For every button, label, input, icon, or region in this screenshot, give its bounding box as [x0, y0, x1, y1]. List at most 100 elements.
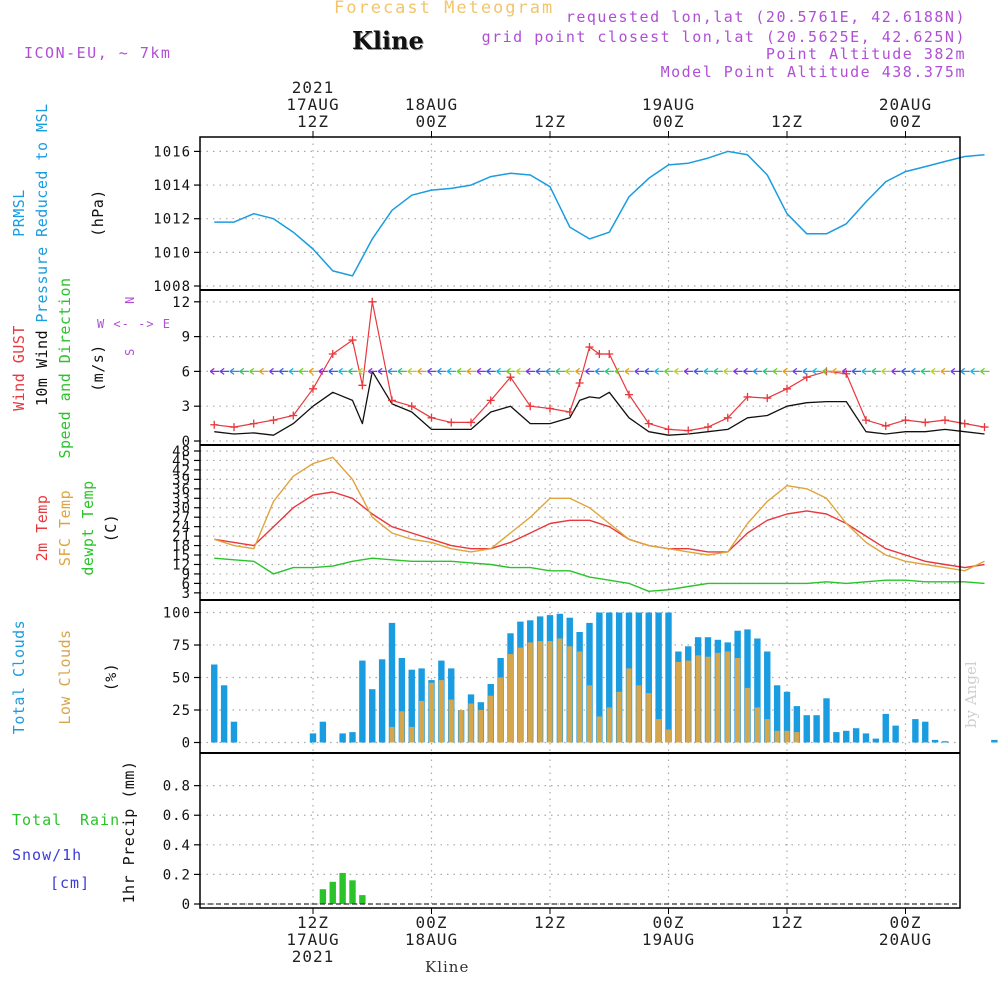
- low-clouds-bar: [577, 651, 583, 743]
- y-tick-label: 9: [182, 567, 191, 583]
- wind-direction-arrow: [575, 367, 585, 375]
- rain-bar: [319, 889, 327, 904]
- total-clouds-bar: [882, 713, 889, 743]
- wind-direction-arrow: [357, 367, 368, 375]
- time-label-top: 20AUG: [879, 95, 932, 114]
- low-clouds-bar: [448, 699, 454, 743]
- wind-direction-arrow: [960, 367, 970, 375]
- wind-direction-arrow: [654, 367, 664, 375]
- time-label-top: 00Z: [416, 112, 448, 131]
- pressure-label-msl: Pressure Reduced to MSL: [33, 103, 51, 322]
- low-clouds-bar: [527, 642, 533, 743]
- wind-direction-arrow: [466, 367, 476, 375]
- rain-bar: [329, 881, 336, 904]
- wind-direction-arrow: [278, 367, 289, 375]
- time-label-top: 00Z: [653, 112, 685, 131]
- y-tick-label: 0: [182, 736, 191, 752]
- total-clouds-bar: [941, 741, 949, 743]
- low-clouds-bar: [557, 638, 563, 743]
- low-clouds-bar: [715, 652, 721, 743]
- wind-direction-arrow: [535, 367, 546, 375]
- y-tick-label: 39: [172, 472, 191, 488]
- time-label-bottom: 00Z: [890, 913, 922, 932]
- wind-direction-arrow: [762, 367, 773, 375]
- wind-direction-arrow: [733, 367, 743, 375]
- gust-marker: [704, 423, 712, 432]
- gust-marker: [526, 402, 535, 411]
- wind-direction-arrow: [456, 367, 467, 375]
- temp-line-0: [214, 491, 985, 569]
- low-clouds-bar: [656, 719, 662, 743]
- gust-marker: [249, 419, 258, 428]
- wind-direction-arrow: [367, 367, 378, 375]
- wind-direction-arrow: [644, 367, 654, 375]
- total-clouds-bar: [339, 733, 346, 743]
- wind-direction-arrow: [752, 367, 763, 375]
- low-clouds-bar: [764, 719, 770, 743]
- gust-marker: [664, 425, 673, 434]
- gust-marker: [625, 390, 633, 399]
- time-label-top: 19AUG: [642, 95, 695, 114]
- wind-direction-arrow: [970, 367, 980, 375]
- y-tick-label: 50: [172, 671, 191, 687]
- total-clouds-bar: [615, 612, 623, 743]
- total-clouds-bar: [872, 738, 880, 743]
- total-clouds-bar: [635, 612, 643, 743]
- y-tick-label: 25: [172, 703, 191, 719]
- gust-marker: [388, 396, 396, 405]
- wind-direction-arrow: [950, 367, 960, 375]
- y-tick-label: 45: [172, 453, 191, 469]
- gust-marker: [575, 379, 584, 387]
- low-clouds-bar: [665, 729, 672, 743]
- total-clouds-bar: [991, 739, 998, 743]
- low-clouds-bar: [596, 716, 602, 743]
- wind-direction-arrow: [871, 367, 881, 375]
- temp-line-1: [214, 456, 985, 572]
- total-clouds-bar: [862, 733, 870, 743]
- wind-direction-arrow: [604, 367, 615, 375]
- gust-marker: [763, 394, 772, 403]
- gust-marker: [427, 413, 436, 422]
- gust-marker: [269, 416, 278, 425]
- total-clouds-bar: [220, 685, 228, 743]
- low-clouds-bar: [675, 661, 681, 743]
- gust-marker: [309, 384, 317, 393]
- wind-direction-arrow: [891, 367, 901, 375]
- gust-marker: [358, 381, 367, 390]
- low-clouds-bar: [389, 726, 395, 743]
- low-clouds-bar: [498, 677, 504, 743]
- gust-marker: [862, 416, 870, 425]
- low-clouds-bar: [409, 726, 415, 743]
- pressure-label-prmsl: PRMSL: [10, 189, 28, 237]
- wind-direction-arrow: [713, 367, 723, 375]
- wind-direction-arrow: [851, 367, 862, 375]
- wind-direction-arrow: [861, 367, 871, 375]
- y-tick-label: 12: [172, 557, 191, 573]
- wind-direction-arrow: [693, 367, 704, 375]
- low-clouds-bar: [567, 646, 573, 743]
- time-label-bottom: 00Z: [416, 913, 448, 932]
- total-clouds-bar: [912, 719, 919, 743]
- low-clouds-bar: [725, 651, 731, 743]
- wind-direction-arrow: [782, 367, 792, 375]
- total-clouds-bar: [596, 612, 603, 743]
- time-label-bottom: 2021: [292, 947, 335, 966]
- gridpoint-coords: grid point closest lon,lat (20.5625E, 42…: [481, 28, 966, 46]
- pressure-unit-label: (hPa): [89, 189, 107, 237]
- legend-cm: [cm]: [50, 874, 90, 892]
- total-clouds-bar: [319, 721, 327, 743]
- time-label-top: 12Z: [297, 112, 329, 131]
- low-clouds-bar: [744, 687, 751, 743]
- total-clouds-bar: [793, 706, 801, 743]
- time-label-top: 17AUG: [286, 95, 339, 114]
- y-tick-label: 42: [172, 463, 191, 479]
- low-clouds-bar: [685, 660, 691, 743]
- low-clouds-bar: [754, 707, 760, 743]
- wind-direction-arrow: [545, 367, 555, 375]
- wind-dir-label: Speed and Direction: [56, 277, 74, 458]
- time-label-bottom: 12Z: [534, 913, 566, 932]
- total-clouds-bar: [398, 658, 406, 743]
- y-tick-label: 0: [182, 897, 191, 913]
- compass-s: S: [123, 348, 137, 356]
- wind-direction-arrow: [249, 367, 259, 375]
